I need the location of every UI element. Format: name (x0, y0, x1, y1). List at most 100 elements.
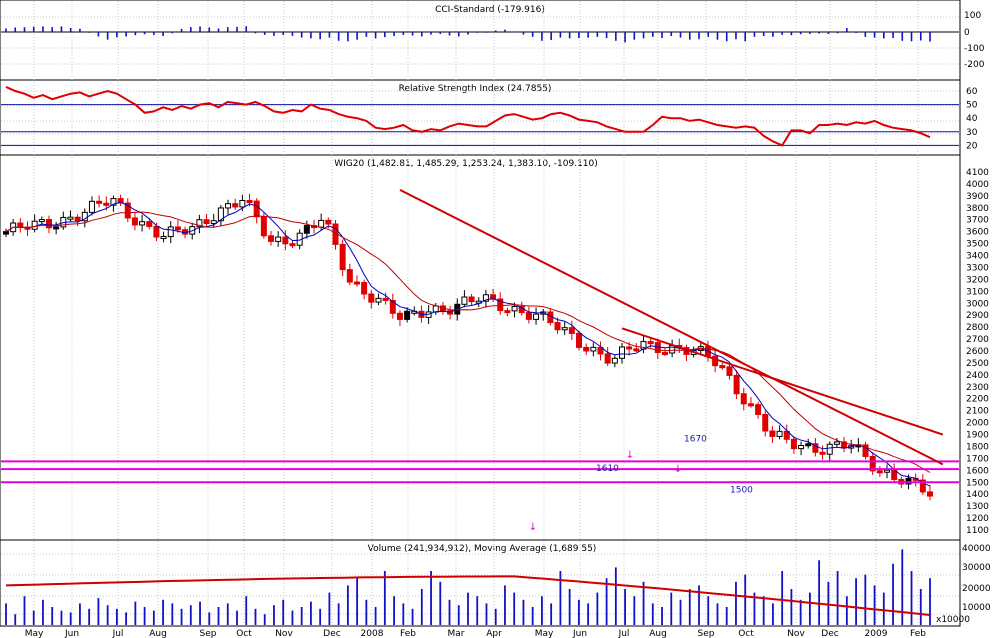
candle-body (268, 235, 275, 242)
candle-body (604, 353, 611, 364)
candle-body (325, 219, 332, 225)
candle-body (661, 352, 668, 356)
price-tick-label: 1800 (966, 442, 989, 452)
month-label: Oct (236, 629, 252, 638)
down-arrow-icon: ↓ (529, 522, 537, 533)
month-label: Jun (64, 629, 79, 638)
candle-body (124, 202, 131, 219)
price-tick-label: 2800 (966, 323, 989, 333)
price-tick-label: 1600 (966, 466, 989, 476)
candle-body (110, 198, 117, 206)
candle-body (103, 202, 110, 206)
candle-body (382, 297, 389, 301)
candle-body (884, 469, 891, 473)
cci-tick-label: 100 (964, 11, 981, 21)
rsi-tick-label: 20 (966, 141, 978, 151)
rsi-tick-label: 50 (966, 101, 978, 111)
candle-body (733, 374, 740, 395)
candle-body (919, 479, 926, 493)
volume-tick-label: 30000 (962, 563, 991, 573)
price-tick-label: 2300 (966, 383, 989, 393)
price-tick-label: 2100 (966, 407, 989, 417)
short-moving-average-line (5, 201, 931, 487)
price-tick-label: 1100 (966, 526, 989, 536)
cci-bars (1, 26, 959, 43)
candle-body (554, 322, 561, 331)
candle-body (318, 219, 325, 228)
candle-body (225, 203, 232, 209)
price-tick-label: 1400 (966, 490, 989, 500)
candle-body (67, 216, 74, 220)
month-label: Nov (787, 629, 805, 638)
candle-body (790, 438, 797, 450)
candle-body (504, 310, 511, 314)
rsi-series-line (5, 85, 931, 147)
candle-body (368, 293, 375, 303)
candle-body (289, 243, 296, 247)
candle-body (461, 296, 468, 305)
candle-body (747, 403, 754, 407)
candle-body (533, 313, 540, 320)
candle-body (117, 198, 124, 204)
volume-tick-label: 20000 (962, 584, 991, 594)
candle-body (174, 226, 181, 231)
candle-body (633, 348, 640, 352)
candle-body (232, 203, 239, 208)
long-moving-average-line (5, 211, 931, 473)
volume-bars (5, 549, 931, 625)
candle-body (755, 404, 762, 415)
candle-body (482, 294, 489, 302)
month-label: 2008 (361, 629, 384, 638)
candle-body (167, 226, 174, 238)
price-tick-label: 1200 (966, 514, 989, 524)
rsi-tick-label: 60 (966, 87, 978, 97)
price-tick-label: 1900 (966, 431, 989, 441)
rsi-tick-label: 30 (966, 128, 978, 138)
candle-body (719, 365, 726, 369)
month-label: Feb (400, 629, 416, 638)
price-tick-label: 2500 (966, 359, 989, 369)
candle-body (583, 346, 590, 352)
month-label: Dec (821, 629, 838, 638)
candle-body (260, 216, 267, 237)
month-label: Apr (486, 629, 502, 638)
volume-tick-label: 10000 (962, 603, 991, 613)
candle-body (626, 346, 633, 350)
candle-body (576, 332, 583, 348)
price-tick-label: 2600 (966, 347, 989, 357)
candle-body (210, 220, 217, 225)
candle-body (131, 217, 138, 226)
month-label: Oct (738, 629, 754, 638)
month-label: Sep (200, 629, 217, 638)
candle-body (239, 200, 246, 208)
candle-body (561, 327, 568, 331)
rsi-panel (0, 79, 961, 156)
candle-body (826, 443, 833, 455)
candle-body (862, 444, 869, 457)
price-tick-label: 3600 (966, 228, 989, 238)
month-label: Jul (112, 629, 124, 638)
candle-body (96, 200, 103, 204)
candle-body (153, 225, 160, 238)
month-label: Aug (149, 629, 167, 638)
cci-tick-label: -200 (964, 60, 985, 70)
candle-body (798, 445, 805, 450)
down-arrow-icon: ↓ (674, 464, 682, 475)
candle-body (3, 231, 9, 235)
candle-body (404, 310, 411, 320)
price-tick-label: 3100 (966, 287, 989, 297)
price-tick-label: 2700 (966, 335, 989, 345)
volume-title: Volume (241,934,912), Moving Average (1,… (368, 544, 597, 554)
candle-body (876, 470, 883, 474)
price-tick-label: 4100 (966, 168, 989, 178)
candle-body (511, 305, 518, 312)
volume-tick-label: 40000 (962, 544, 991, 554)
cci-tick-label: -100 (964, 44, 985, 54)
volume-unit-label: x10000 (936, 615, 970, 625)
candle-body (275, 236, 282, 242)
candle-body (361, 282, 368, 295)
candle-body (740, 393, 747, 405)
candle-body (833, 441, 840, 445)
candle-body (468, 296, 475, 303)
